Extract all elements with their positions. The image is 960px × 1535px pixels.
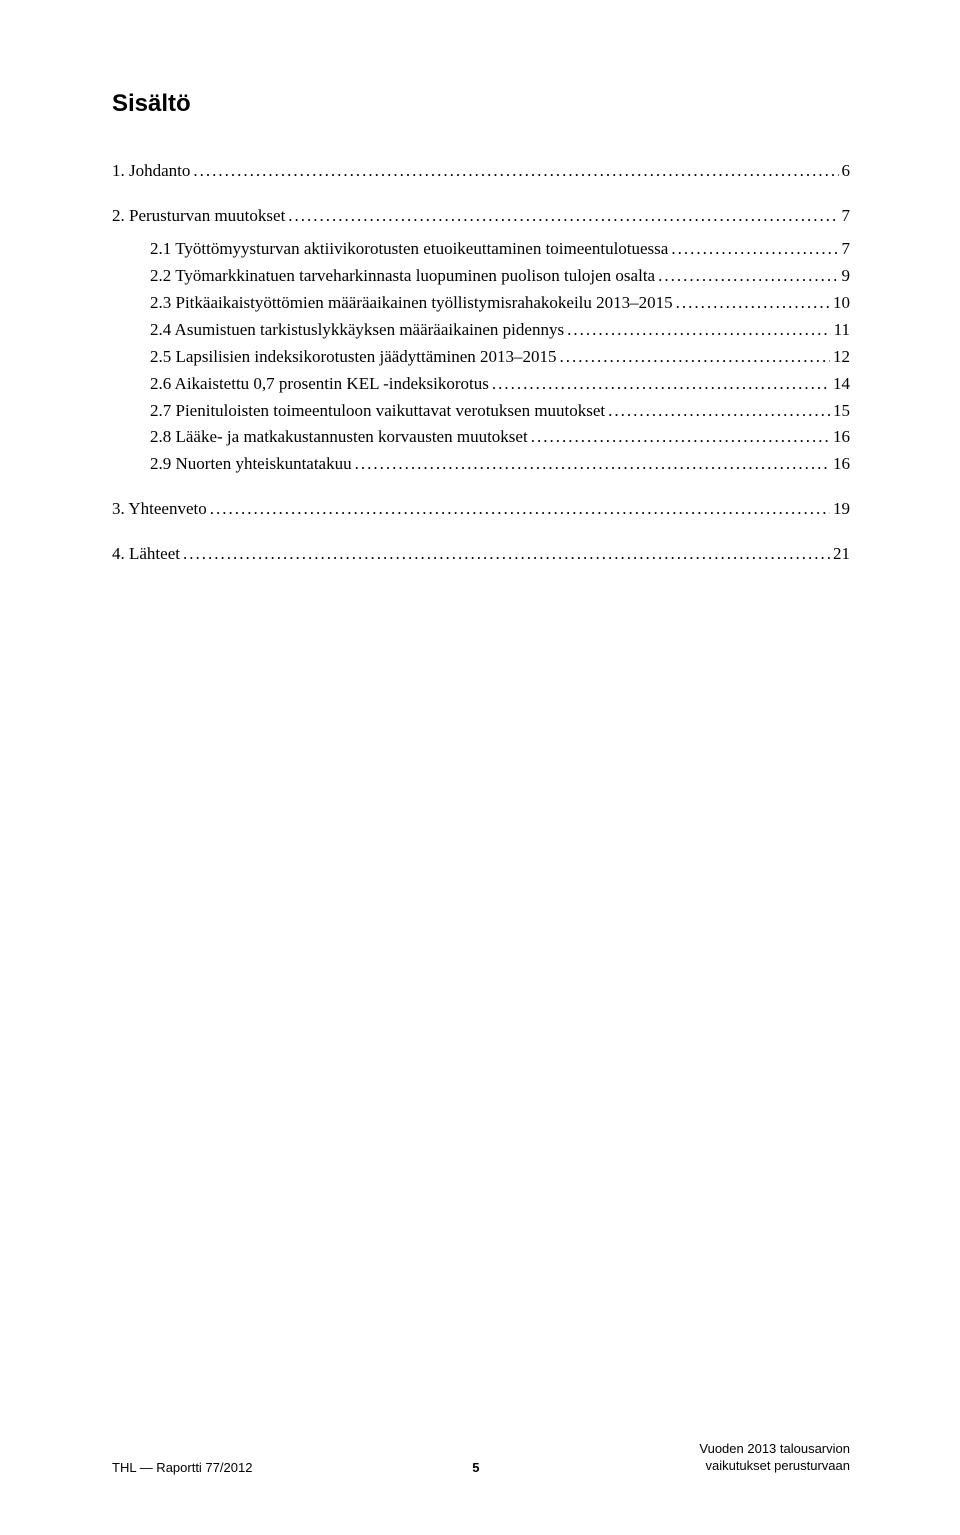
toc-leader-dots [492,373,830,396]
toc-leader-dots [288,205,838,228]
toc-entry[interactable]: 2.9 Nuorten yhteiskuntatakuu 16 [112,453,850,476]
toc-page-number: 11 [834,319,850,342]
toc-page-number: 15 [833,400,850,423]
toc-page-number: 14 [833,373,850,396]
toc-entry[interactable]: 2.8 Lääke- ja matkakustannusten korvaust… [112,426,850,449]
toc-leader-dots [676,292,830,315]
toc-page-number: 7 [842,205,851,228]
toc-label: 2.7 Pienituloisten toimeentuloon vaikutt… [150,400,605,423]
toc-entry[interactable]: 2.4 Asumistuen tarkistuslykkäyksen määrä… [112,319,850,342]
toc-label: 1. Johdanto [112,160,190,183]
toc-label: 2.2 Työmarkkinatuen tarveharkinnasta luo… [150,265,655,288]
page-footer: THL — Raportti 77/2012 5 Vuoden 2013 tal… [0,1440,960,1475]
toc-page-number: 6 [842,160,851,183]
toc-entry[interactable]: 2.1 Työttömyysturvan aktiivikorotusten e… [112,238,850,261]
toc-leader-dots [531,426,830,449]
toc-entry[interactable]: 2.2 Työmarkkinatuen tarveharkinnasta luo… [112,265,850,288]
toc-page-number: 12 [833,346,850,369]
toc-entry[interactable]: 2.3 Pitkäaikaistyöttömien määräaikainen … [112,292,850,315]
toc-leader-dots [608,400,830,423]
toc-entry[interactable]: 3. Yhteenveto 19 [112,498,850,521]
toc-leader-dots [193,160,838,183]
toc-leader-dots [560,346,830,369]
toc-entry[interactable]: 1. Johdanto 6 [112,160,850,183]
toc-entry[interactable]: 2.5 Lapsilisien indeksikorotusten jäädyt… [112,346,850,369]
toc-label: 2.3 Pitkäaikaistyöttömien määräaikainen … [150,292,673,315]
toc-page-number: 9 [842,265,851,288]
toc-label: 4. Lähteet [112,543,180,566]
toc-label: 2.5 Lapsilisien indeksikorotusten jäädyt… [150,346,557,369]
footer-right-line1: Vuoden 2013 talousarvion [699,1440,850,1458]
toc-entry[interactable]: 2. Perusturvan muutokset 7 [112,205,850,228]
toc-page-number: 21 [833,543,850,566]
footer-right: Vuoden 2013 talousarvion vaikutukset per… [699,1440,850,1475]
toc-page-number: 10 [833,292,850,315]
toc-label: 2.9 Nuorten yhteiskuntatakuu [150,453,352,476]
toc-label: 2. Perusturvan muutokset [112,205,285,228]
toc-leader-dots [210,498,830,521]
toc-page-number: 19 [833,498,850,521]
toc-label: 2.1 Työttömyysturvan aktiivikorotusten e… [150,238,668,261]
toc-label: 2.6 Aikaistettu 0,7 prosentin KEL -indek… [150,373,489,396]
page-title: Sisältö [112,90,850,118]
toc-page-number: 16 [833,426,850,449]
toc-label: 2.8 Lääke- ja matkakustannusten korvaust… [150,426,528,449]
toc-leader-dots [355,453,830,476]
toc-entry[interactable]: 2.7 Pienituloisten toimeentuloon vaikutt… [112,400,850,423]
toc-entry[interactable]: 2.6 Aikaistettu 0,7 prosentin KEL -indek… [112,373,850,396]
table-of-contents: 1. Johdanto 6 2. Perusturvan muutokset 7… [112,160,850,566]
toc-label: 3. Yhteenveto [112,498,207,521]
toc-page-number: 7 [842,238,851,261]
toc-leader-dots [567,319,831,342]
toc-entry[interactable]: 4. Lähteet 21 [112,543,850,566]
footer-right-line2: vaikutukset perusturvaan [699,1457,850,1475]
footer-left: THL — Raportti 77/2012 [112,1460,252,1475]
toc-label: 2.4 Asumistuen tarkistuslykkäyksen määrä… [150,319,564,342]
toc-leader-dots [671,238,838,261]
document-page: Sisältö 1. Johdanto 6 2. Perusturvan muu… [0,0,960,1535]
toc-page-number: 16 [833,453,850,476]
footer-page-number: 5 [252,1460,699,1475]
toc-leader-dots [658,265,838,288]
toc-leader-dots [183,543,830,566]
